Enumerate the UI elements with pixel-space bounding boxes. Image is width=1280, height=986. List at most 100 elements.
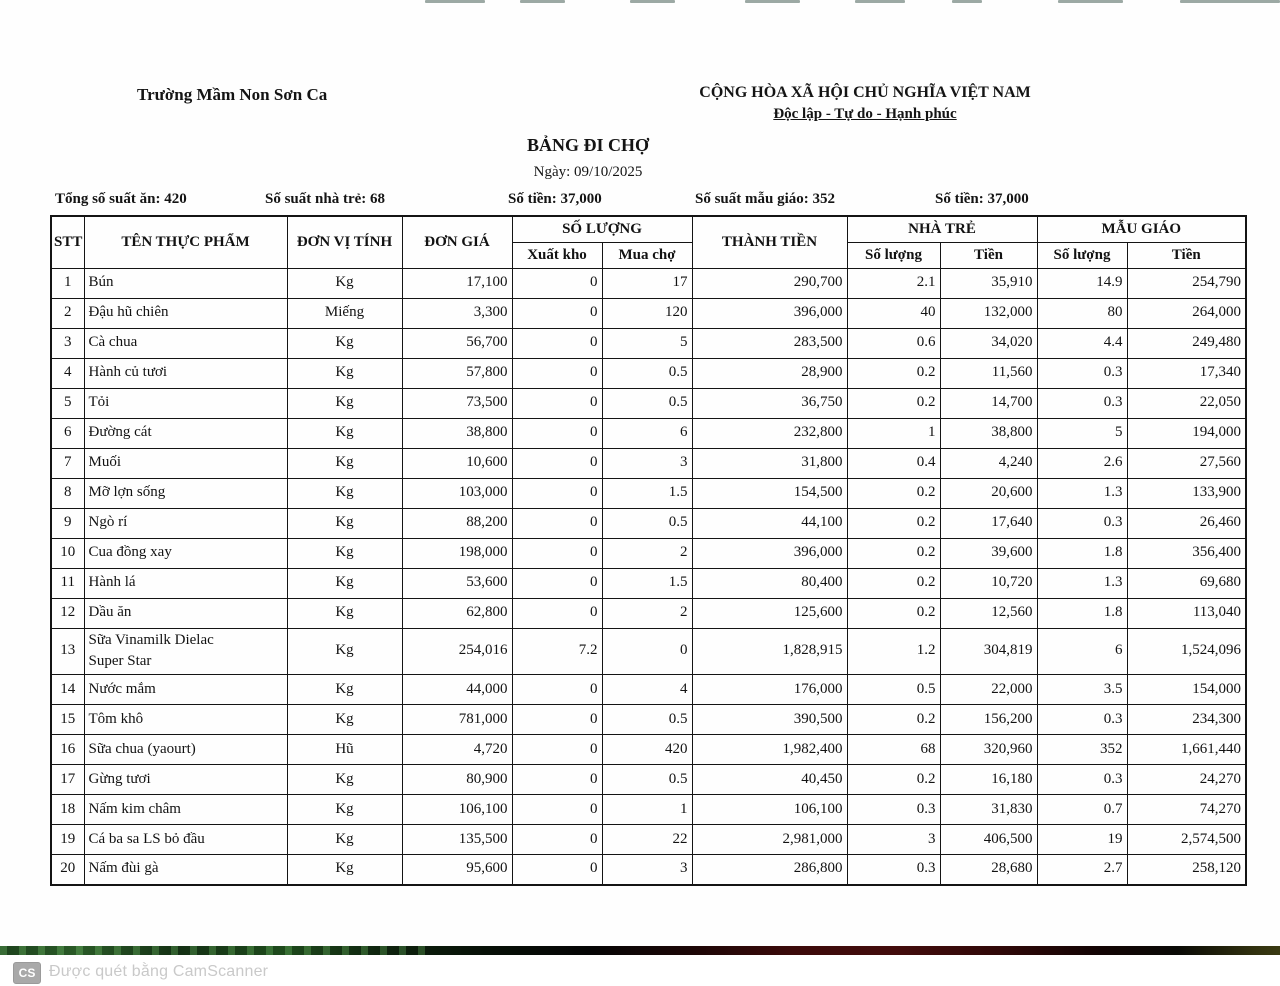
cell-nt_tien: 11,560 xyxy=(939,357,1038,389)
cell-nt_sl: 0.2 xyxy=(846,357,941,389)
cell-mg_tien: 26,460 xyxy=(1126,507,1247,539)
header-unit: ĐƠN VỊ TÍNH xyxy=(286,215,403,269)
cell-stt: 11 xyxy=(50,567,85,599)
table-row: 3 Cà chua Kg 56,700 0 5 283,500 0.6 34,020 4.4 249… xyxy=(50,327,1247,359)
cell-name: Tôm khô xyxy=(83,704,288,735)
scan-artifact xyxy=(630,0,675,3)
table-row: 2 Đậu hũ chiên Miếng 3,300 0 120 396,000 40 132,… xyxy=(50,297,1247,329)
cell-mg_sl: 5 xyxy=(1036,417,1128,449)
header-stt: STT xyxy=(50,215,85,269)
cell-muacho: 22 xyxy=(601,824,693,855)
cell-xuatkho: 0 xyxy=(511,794,603,825)
scan-artifact xyxy=(745,0,800,3)
cell-price: 44,000 xyxy=(401,674,513,705)
cell-mg_sl: 0.3 xyxy=(1036,704,1128,735)
cell-thanhtien: 390,500 xyxy=(691,704,848,735)
cell-nt_sl: 3 xyxy=(846,824,941,855)
summary-total-servings: Tổng số suất ăn: 420 xyxy=(55,191,187,207)
cell-name: Sữa Vinamilk Dielac Super Star xyxy=(83,627,288,675)
cell-unit: Kg xyxy=(286,477,403,509)
cell-mg_tien: 194,000 xyxy=(1126,417,1247,449)
cell-mg_tien: 234,300 xyxy=(1126,704,1247,735)
cell-price: 56,700 xyxy=(401,327,513,359)
scan-artifact xyxy=(952,0,982,3)
cell-nt_tien: 39,600 xyxy=(939,537,1038,569)
header-nursery-qty: Số lượng xyxy=(846,241,941,269)
cell-name: Mỡ lợn sống xyxy=(83,477,288,509)
cell-muacho: 6 xyxy=(601,417,693,449)
national-motto-line1: CỘNG HÒA XÃ HỘI CHỦ NGHĨA VIỆT NAM xyxy=(699,84,1031,101)
header-nursery-group: NHÀ TRẺ xyxy=(846,215,1038,243)
cell-stt: 20 xyxy=(50,854,85,885)
cell-mg_tien: 249,480 xyxy=(1126,327,1247,359)
cell-stt: 3 xyxy=(50,327,85,359)
cell-unit: Kg xyxy=(286,824,403,855)
cell-mg_sl: 0.3 xyxy=(1036,507,1128,539)
cell-muacho: 4 xyxy=(601,674,693,705)
scan-artifact xyxy=(520,0,565,3)
cell-name: Hành củ tươi xyxy=(83,357,288,389)
cell-mg_sl: 1.8 xyxy=(1036,597,1128,629)
document-title: BẢNG ĐI CHỢ xyxy=(526,135,650,155)
cell-xuatkho: 0 xyxy=(511,447,603,479)
header-quantity-group: SỐ LƯỢNG xyxy=(511,215,693,243)
cell-muacho: 420 xyxy=(601,734,693,765)
camscanner-footer: CS Được quét bằng CamScanner xyxy=(0,955,1280,986)
cell-nt_sl: 0.2 xyxy=(846,537,941,569)
cell-muacho: 120 xyxy=(601,297,693,329)
cell-mg_sl: 0.7 xyxy=(1036,794,1128,825)
cell-xuatkho: 0 xyxy=(511,477,603,509)
cell-unit: Kg xyxy=(286,704,403,735)
cell-xuatkho: 0 xyxy=(511,537,603,569)
cell-mg_sl: 2.6 xyxy=(1036,447,1128,479)
scan-artifact xyxy=(855,0,905,3)
cell-mg_sl: 2.7 xyxy=(1036,854,1128,885)
cell-nt_sl: 0.2 xyxy=(846,597,941,629)
cell-mg_sl: 6 xyxy=(1036,627,1128,675)
cell-nt_sl: 40 xyxy=(846,297,941,329)
cell-name: Dầu ăn xyxy=(83,597,288,629)
cell-nt_sl: 0.2 xyxy=(846,567,941,599)
table-row: 16 Sữa chua (yaourt) Hũ 4,720 0 420 1,982,400 6… xyxy=(50,734,1247,765)
cell-nt_sl: 1.2 xyxy=(846,627,941,675)
cell-nt_tien: 132,000 xyxy=(939,297,1038,329)
cell-stt: 7 xyxy=(50,447,85,479)
cell-name: Bún xyxy=(83,267,288,299)
cell-muacho: 0.5 xyxy=(601,387,693,419)
cell-mg_tien: 17,340 xyxy=(1126,357,1247,389)
cell-unit: Kg xyxy=(286,674,403,705)
cell-unit: Kg xyxy=(286,627,403,675)
cell-nt_tien: 38,800 xyxy=(939,417,1038,449)
cell-unit: Kg xyxy=(286,267,403,299)
cell-unit: Miếng xyxy=(286,297,403,329)
cell-name: Cà chua xyxy=(83,327,288,359)
cell-unit: Kg xyxy=(286,327,403,359)
cell-mg_sl: 352 xyxy=(1036,734,1128,765)
cell-xuatkho: 0 xyxy=(511,357,603,389)
cell-thanhtien: 36,750 xyxy=(691,387,848,419)
cell-unit: Kg xyxy=(286,854,403,885)
cell-stt: 2 xyxy=(50,297,85,329)
cell-unit: Kg xyxy=(286,507,403,539)
cell-price: 38,800 xyxy=(401,417,513,449)
cell-price: 57,800 xyxy=(401,357,513,389)
cell-price: 88,200 xyxy=(401,507,513,539)
cell-mg_sl: 1.3 xyxy=(1036,567,1128,599)
scan-artifact-bottom-edge xyxy=(0,946,1280,955)
cell-price: 198,000 xyxy=(401,537,513,569)
table-row: 13 Sữa Vinamilk Dielac Super Star Kg 254,01… xyxy=(50,627,1247,675)
cell-thanhtien: 396,000 xyxy=(691,297,848,329)
cell-name: Muối xyxy=(83,447,288,479)
cell-nt_tien: 16,180 xyxy=(939,764,1038,795)
cell-mg_tien: 356,400 xyxy=(1126,537,1247,569)
table-row: 11 Hành lá Kg 53,600 0 1.5 80,400 0.2 10,720 1.3 6… xyxy=(50,567,1247,599)
cell-mg_tien: 69,680 xyxy=(1126,567,1247,599)
cell-nt_sl: 0.6 xyxy=(846,327,941,359)
cell-muacho: 17 xyxy=(601,267,693,299)
table-row: 12 Dầu ăn Kg 62,800 0 2 125,600 0.2 12,560 1.8 113… xyxy=(50,597,1247,629)
header-kindergarten-qty: Số lượng xyxy=(1036,241,1128,269)
cell-nt_tien: 35,910 xyxy=(939,267,1038,299)
cell-mg_sl: 0.3 xyxy=(1036,387,1128,419)
cell-stt: 8 xyxy=(50,477,85,509)
cell-price: 95,600 xyxy=(401,854,513,885)
